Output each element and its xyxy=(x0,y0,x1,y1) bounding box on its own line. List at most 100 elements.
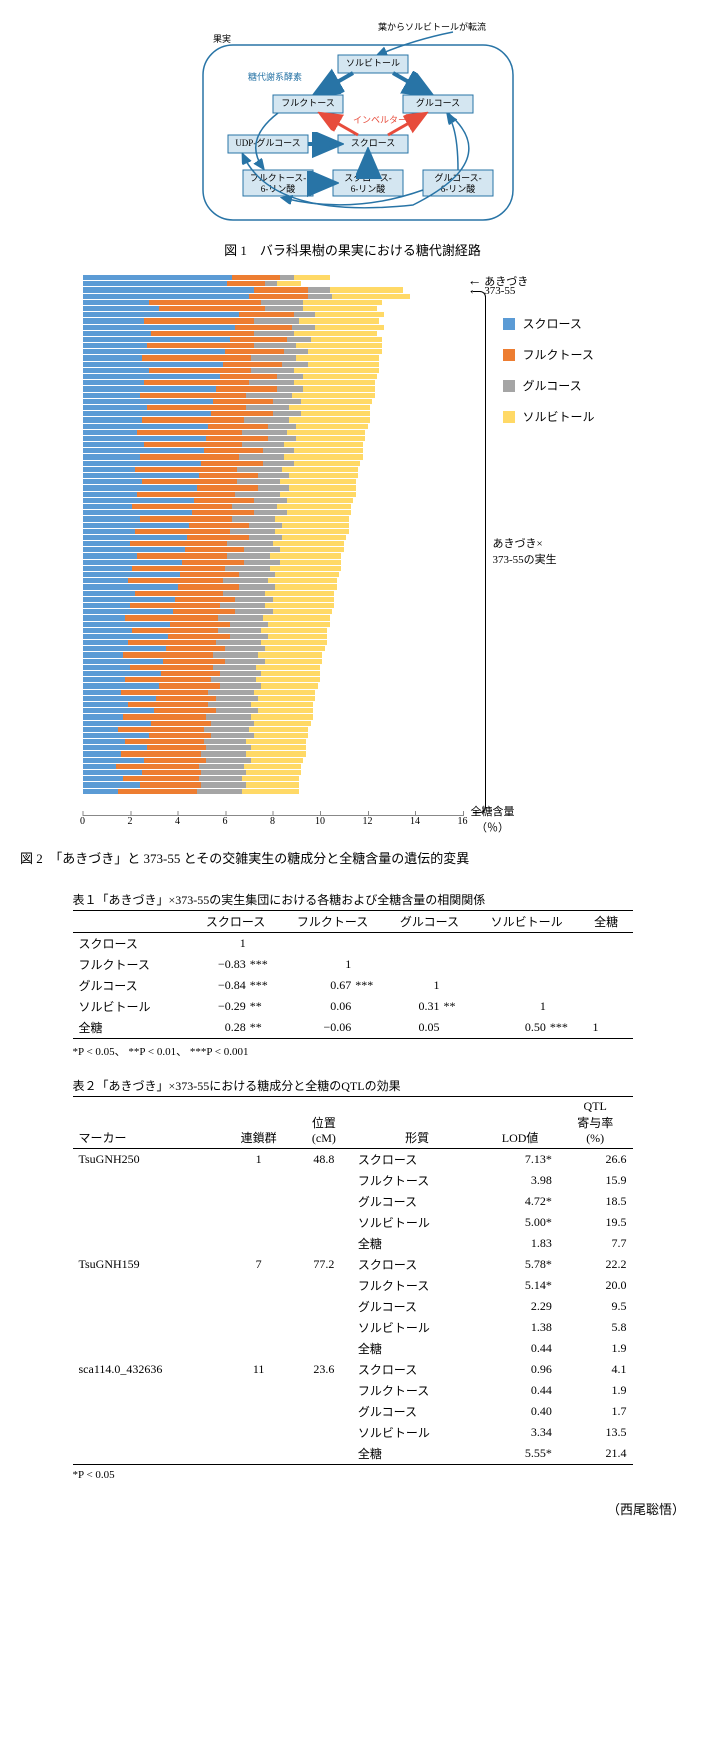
bar-row xyxy=(83,405,463,410)
bar-row xyxy=(83,690,463,695)
table-row: フルクトース−0.83***1 xyxy=(73,954,633,975)
bar-row xyxy=(83,306,463,311)
svg-text:6-リン酸: 6-リン酸 xyxy=(350,184,385,194)
bar-row xyxy=(83,492,463,497)
bar-row xyxy=(83,362,463,367)
bar-row xyxy=(83,751,463,756)
bar-row xyxy=(83,349,463,354)
svg-text:スクロース-: スクロース- xyxy=(344,173,392,183)
bar-row xyxy=(83,442,463,447)
bar-row xyxy=(83,572,463,577)
anno-progeny: あきづき× 373-55の実生 xyxy=(493,535,557,567)
x-tick: 6 xyxy=(223,816,228,827)
table-row: フルクトース3.9815.9 xyxy=(73,1170,633,1191)
table-1: スクロースフルクトースグルコースソルビトール全糖スクロース1フルクトース−0.8… xyxy=(73,910,633,1039)
figure-2-chart: 0246810121416 ← あきづき ← 373-55 スクロースフルクトー… xyxy=(73,275,633,838)
author: （西尾聡悟） xyxy=(20,1499,685,1518)
bar-row xyxy=(83,430,463,435)
bar-row xyxy=(83,677,463,682)
bar-row xyxy=(83,287,463,292)
enzyme-label: 糖代謝系酵素 xyxy=(248,71,302,82)
bar-row xyxy=(83,294,463,299)
x-tick: 0 xyxy=(80,816,85,827)
bar-row xyxy=(83,591,463,596)
bar-row xyxy=(83,584,463,589)
bar-row xyxy=(83,789,463,794)
bar-row xyxy=(83,782,463,787)
bar-row xyxy=(83,485,463,490)
bar-row xyxy=(83,312,463,317)
bar-row xyxy=(83,578,463,583)
anno-37355: 373-55 xyxy=(484,285,515,297)
bar-row xyxy=(83,553,463,558)
bar-row xyxy=(83,628,463,633)
bar-row xyxy=(83,597,463,602)
table-1-caption: 表１「あきづき」×373-55の実生集団における各糖および全糖含量の相関関係 xyxy=(73,891,633,908)
table-row: グルコース4.72*18.5 xyxy=(73,1191,633,1212)
bar-row xyxy=(83,764,463,769)
node-fructose: フルクトース xyxy=(281,98,335,108)
bar-row xyxy=(83,603,463,608)
bar-row xyxy=(83,714,463,719)
table-row: ソルビトール5.00*19.5 xyxy=(73,1212,633,1233)
table-2-note: *P < 0.05 xyxy=(73,1469,633,1481)
table-row: 全糖0.28**−0.060.050.50***1 xyxy=(73,1017,633,1039)
table-row: グルコース−0.84***0.67***1 xyxy=(73,975,633,996)
bar-row xyxy=(83,566,463,571)
bar-row xyxy=(83,368,463,373)
bar-row xyxy=(83,776,463,781)
table-row: フルクトース5.14*20.0 xyxy=(73,1275,633,1296)
bar-row xyxy=(83,325,463,330)
bar-row xyxy=(83,417,463,422)
bar-row xyxy=(83,355,463,360)
bar-row xyxy=(83,535,463,540)
table-row: ソルビトール1.385.8 xyxy=(73,1317,633,1338)
bar-row xyxy=(83,560,463,565)
x-tick: 14 xyxy=(410,816,420,827)
bar-row xyxy=(83,424,463,429)
legend: スクロースフルクトースグルコースソルビトール xyxy=(503,315,595,439)
bar-row xyxy=(83,479,463,484)
bar-row xyxy=(83,448,463,453)
table-2: マーカー連鎖群位置 (cM)形質LOD値QTL 寄与率 (%)TsuGNH250… xyxy=(73,1096,633,1465)
bar-row xyxy=(83,609,463,614)
table-row: グルコース2.299.5 xyxy=(73,1296,633,1317)
bar-row xyxy=(83,733,463,738)
svg-text:6-リン酸: 6-リン酸 xyxy=(260,184,295,194)
bar-row xyxy=(83,436,463,441)
bar-row xyxy=(83,473,463,478)
figure-1-caption: 図 1 バラ科果樹の果実における糖代謝経路 xyxy=(20,240,685,259)
outer-label: 葉からソルビトールが転流 xyxy=(378,21,486,32)
x-tick: 16 xyxy=(458,816,468,827)
node-sorbitol: ソルビトール xyxy=(345,58,399,68)
bar-row xyxy=(83,634,463,639)
bar-row xyxy=(83,739,463,744)
x-tick: 2 xyxy=(128,816,133,827)
bar-row xyxy=(83,337,463,342)
table-row: ソルビトール3.3413.5 xyxy=(73,1422,633,1443)
bar-row xyxy=(83,541,463,546)
table-row: フルクトース0.441.9 xyxy=(73,1380,633,1401)
bar-row xyxy=(83,461,463,466)
bar-row xyxy=(83,399,463,404)
bar-row xyxy=(83,696,463,701)
bar-row xyxy=(83,331,463,336)
x-tick: 8 xyxy=(270,816,275,827)
table-row: sca114.0_4326361123.6スクロース0.964.1 xyxy=(73,1359,633,1380)
bar-row xyxy=(83,467,463,472)
bar-row xyxy=(83,393,463,398)
table-row: 全糖1.837.7 xyxy=(73,1233,633,1254)
bar-row xyxy=(83,374,463,379)
bar-row xyxy=(83,745,463,750)
node-sucrose: スクロース xyxy=(350,138,395,148)
bar-row xyxy=(83,721,463,726)
legend-item: スクロース xyxy=(503,315,595,332)
bar-row xyxy=(83,300,463,305)
legend-item: ソルビトール xyxy=(503,408,595,425)
bar-row xyxy=(83,702,463,707)
bar-row xyxy=(83,275,463,280)
bar-row xyxy=(83,343,463,348)
bar-row xyxy=(83,529,463,534)
bar-row xyxy=(83,523,463,528)
bar-row xyxy=(83,516,463,521)
